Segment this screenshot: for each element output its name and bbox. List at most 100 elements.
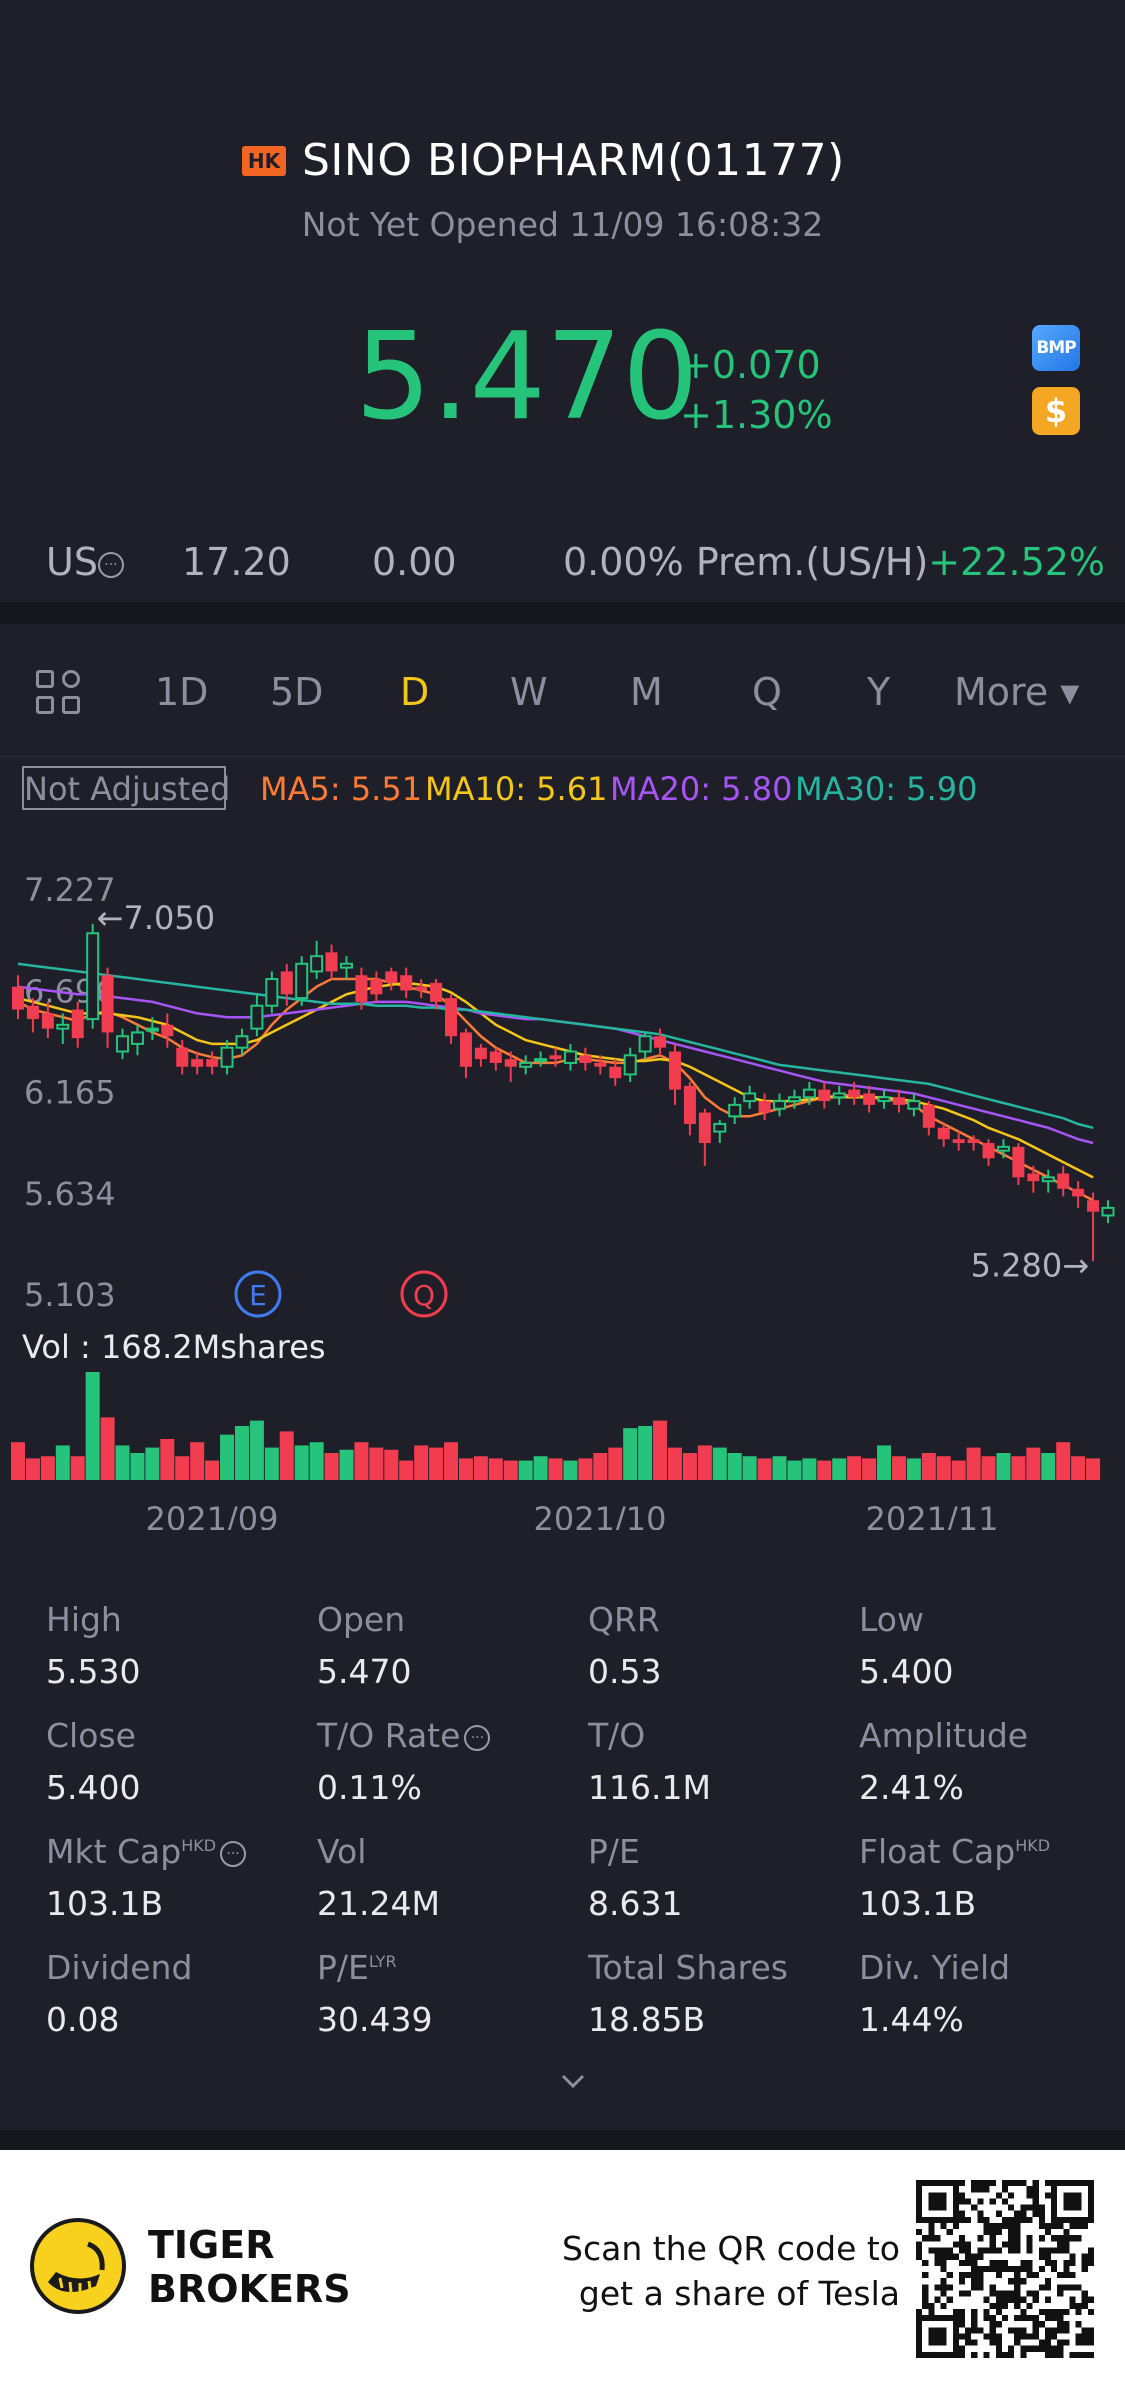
stat-value: 103.1B [46, 1884, 164, 1923]
dollar-icon[interactable]: $ [1032, 387, 1080, 435]
stat-label: QRR [588, 1600, 660, 1639]
candle [922, 1104, 935, 1128]
candle [563, 1050, 577, 1064]
low-marker: 5.280→ [971, 1246, 1089, 1284]
volume-bar [608, 1447, 623, 1480]
volume-bar [458, 1458, 473, 1480]
tab-y[interactable]: Y [867, 670, 891, 714]
volume-bar [951, 1460, 966, 1480]
info-icon[interactable]: ··· [464, 1724, 491, 1751]
tiger-logo-icon [30, 2218, 126, 2314]
candle [668, 1051, 681, 1090]
stat-value: 5.400 [46, 1768, 141, 1807]
volume-bar [563, 1460, 578, 1480]
candle [802, 1088, 816, 1099]
candle [400, 975, 413, 991]
volume-bar [279, 1431, 294, 1480]
candle [459, 1032, 472, 1067]
candle [818, 1089, 831, 1102]
volume-bar [877, 1445, 892, 1480]
volume-bar [921, 1453, 936, 1480]
tab-q[interactable]: Q [752, 670, 782, 714]
candle [265, 978, 279, 1007]
premium-label: Prem.(US/H) [695, 540, 929, 584]
qr-code[interactable] [916, 2180, 1094, 2358]
candle [310, 955, 324, 973]
chevron-down-icon[interactable] [560, 2068, 586, 2094]
candle [728, 1103, 742, 1118]
volume-bar [742, 1456, 757, 1480]
volume-bar [697, 1445, 712, 1480]
candle [863, 1093, 876, 1105]
volume-bar [802, 1458, 817, 1480]
volume-bar [294, 1445, 309, 1480]
ma5-line [17, 977, 1094, 1202]
section-divider [0, 2130, 1125, 2150]
stat-value: 103.1B [859, 1884, 977, 1923]
event-marker-label: Q [413, 1279, 435, 1312]
candle [101, 975, 114, 1033]
stat-label: P/ELYR [317, 1948, 397, 1987]
volume-bar [175, 1456, 190, 1480]
layout-grid-icon[interactable] [36, 670, 82, 716]
volume-bar [936, 1456, 951, 1480]
volume-bar [384, 1449, 399, 1480]
us-label: US [46, 540, 98, 584]
tab-w[interactable]: W [510, 670, 548, 714]
candle [325, 952, 338, 972]
bmp-icon[interactable]: BMP [1032, 325, 1080, 371]
stat-value: 18.85B [588, 2000, 706, 2039]
section-divider [0, 602, 1125, 624]
candle [504, 1059, 517, 1067]
stat-value: 5.470 [317, 1652, 412, 1691]
stats-grid: High 5.530 Open 5.470 QRR 0.53 Low 5.400 Close 5.… [0, 1580, 1125, 2130]
x-tick-label: 2021/11 [866, 1500, 999, 1530]
candle [415, 986, 428, 991]
stat-value: 2.41% [859, 1768, 964, 1807]
stat-value: 5.400 [859, 1652, 954, 1691]
stock-title: SINO BIOPHARM(01177) [302, 135, 845, 186]
candle [370, 979, 383, 995]
volume-bar [757, 1458, 772, 1480]
volume-bar [369, 1447, 384, 1480]
info-icon[interactable]: ··· [220, 1840, 247, 1867]
volume-bar [1026, 1447, 1041, 1480]
y-tick-label: 5.103 [24, 1276, 116, 1314]
volume-bar [70, 1456, 85, 1480]
tab-d[interactable]: D [400, 670, 430, 714]
volume-bar [40, 1456, 55, 1480]
candle [12, 986, 24, 1010]
candle [877, 1096, 891, 1103]
candle [41, 1013, 54, 1029]
stat-label: Low [859, 1600, 924, 1639]
stat-value: 5.530 [46, 1652, 141, 1691]
price-change: +0.070 [680, 343, 821, 387]
volume-bar [55, 1445, 70, 1480]
quote-header [0, 0, 1125, 600]
candle [698, 1112, 711, 1144]
volume-bar [473, 1456, 488, 1480]
volume-bar [444, 1442, 459, 1480]
high-marker: ←7.050 [97, 899, 215, 937]
volume-bar [130, 1453, 145, 1480]
tab-5d[interactable]: 5D [270, 670, 324, 714]
tab-more[interactable]: More ▾ [954, 670, 1080, 714]
volume-bar [234, 1426, 249, 1480]
tab-m[interactable]: M [630, 670, 663, 714]
tab-1d[interactable]: 1D [155, 670, 209, 714]
event-marker-label: E [249, 1279, 267, 1312]
x-tick-label: 2021/09 [146, 1500, 279, 1530]
stat-label: Open [317, 1600, 406, 1639]
adjust-toggle[interactable]: Not Adjusted [22, 766, 230, 810]
candle [130, 1031, 144, 1045]
volume-bar [399, 1460, 414, 1480]
volume-bar [1086, 1458, 1101, 1480]
volume-bar [548, 1458, 563, 1480]
stat-value: 0.53 [588, 1652, 662, 1691]
info-icon[interactable]: ··· [97, 551, 124, 578]
us-label-group[interactable]: US ··· [46, 540, 124, 584]
volume-bar [309, 1442, 324, 1480]
candle [967, 1139, 980, 1144]
candle [758, 1101, 771, 1113]
